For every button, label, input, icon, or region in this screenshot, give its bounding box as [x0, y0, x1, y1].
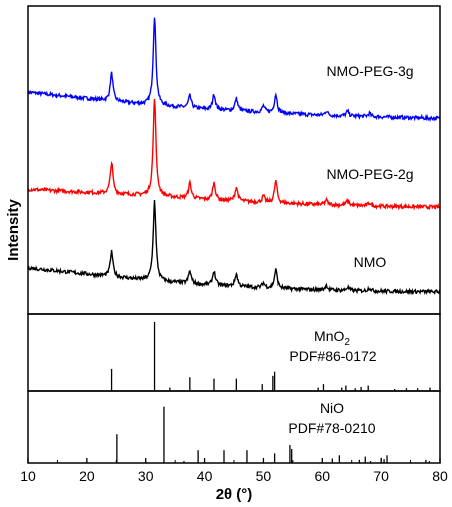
x-axis-title: 2θ (°)	[216, 486, 253, 503]
nio-sticks	[116, 406, 431, 463]
x-tick-label-4: 40	[197, 468, 213, 484]
main-labels: NMO-PEG-3g NMO-PEG-2g NMO	[326, 63, 413, 270]
panel-frame-3	[27, 390, 441, 464]
mno2-reference-panel: MnO2 PDF#86-0172	[110, 322, 431, 391]
x-tick-label-2: 20	[79, 468, 95, 484]
series-line-2	[27, 99, 441, 211]
x-tick-label-7: 70	[373, 468, 389, 484]
series-label-2: NMO-PEG-2g	[326, 166, 413, 182]
mno2-label-subscript: 2	[344, 337, 350, 348]
nio-label: NiO	[320, 400, 344, 416]
x-tick-label-8: 80	[432, 468, 448, 484]
series-line-3	[27, 199, 441, 296]
x-tick-label-1: 10	[20, 468, 36, 484]
y-axis-title: Intensity	[5, 199, 22, 261]
x-axis: 10 20 30 40 50 60 70 80	[20, 458, 448, 484]
series-label-1: NMO-PEG-3g	[326, 63, 413, 79]
x-tick-label-6: 60	[314, 468, 330, 484]
main-panel: NMO-PEG-3g NMO-PEG-2g NMO	[27, 17, 441, 296]
nio-card-number: PDF#78-0210	[288, 420, 375, 436]
main-curves	[27, 17, 441, 296]
series-line-1	[27, 17, 441, 123]
x-tick-label-3: 30	[138, 468, 154, 484]
series-label-3: NMO	[354, 254, 387, 270]
panel-frame-2	[27, 313, 441, 392]
x-tick-label-5: 50	[256, 468, 272, 484]
mno2-sticks	[110, 322, 431, 391]
nio-reference-panel: NiO PDF#78-0210	[116, 400, 431, 463]
mno2-label: MnO2	[314, 328, 350, 348]
mno2-label-main: MnO	[314, 328, 344, 344]
mno2-card-number: PDF#86-0172	[289, 348, 376, 364]
